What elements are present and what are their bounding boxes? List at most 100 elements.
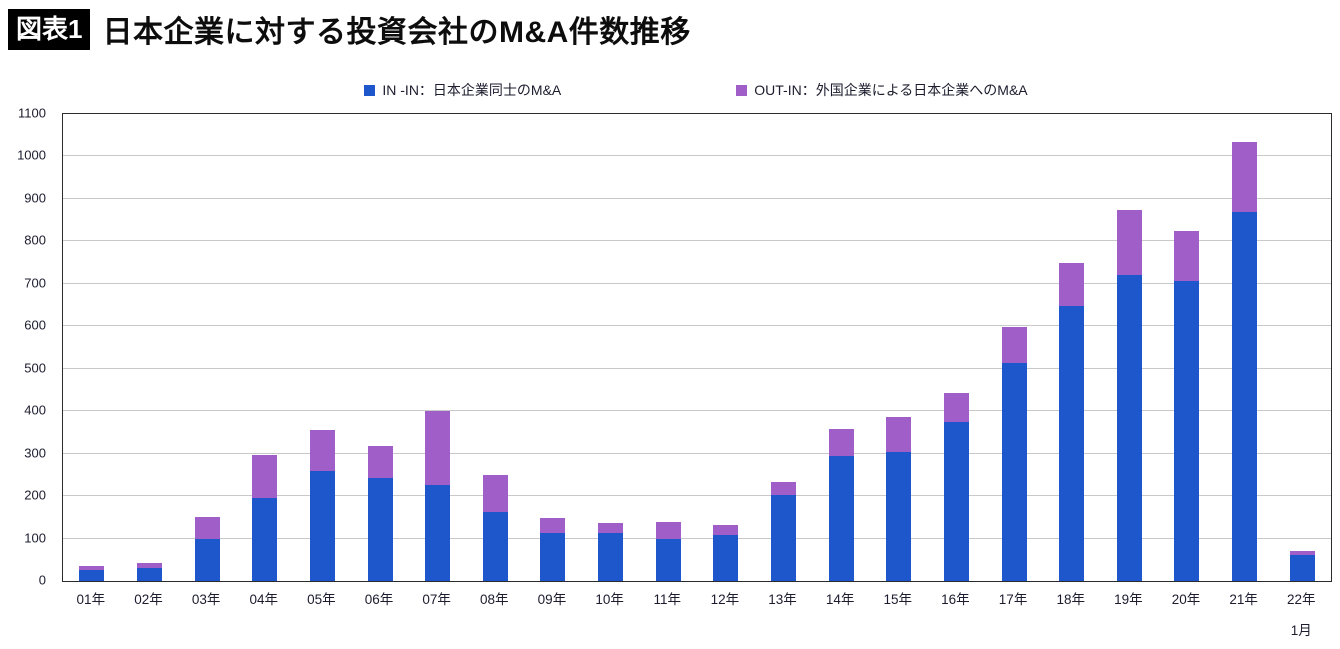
x-tick-cell: 09年 xyxy=(523,588,581,639)
stacked-bar xyxy=(1289,114,1315,581)
bar-column xyxy=(1158,114,1216,581)
stacked-bar xyxy=(943,114,969,581)
bar-segment-out-in xyxy=(482,474,508,512)
bar-column xyxy=(294,114,352,581)
bar-segment-in-in xyxy=(1174,280,1200,581)
bar-segment-in-in xyxy=(713,535,739,581)
bar-segment-in-in xyxy=(194,538,220,581)
gridline xyxy=(63,325,1331,327)
bar-segment-out-in xyxy=(1232,141,1258,212)
bar-segment-out-in xyxy=(1289,551,1315,555)
bar-segment-in-in xyxy=(828,455,854,581)
bar-column xyxy=(1216,114,1274,581)
y-tick-label: 900 xyxy=(24,190,46,206)
bar-segment-out-in xyxy=(194,517,220,539)
bar-segment-out-in xyxy=(540,518,566,534)
bar-segment-in-in xyxy=(771,494,796,581)
gridline xyxy=(63,282,1331,284)
figure-badge: 図表1 xyxy=(8,8,91,50)
bar-segment-in-in xyxy=(425,484,451,581)
x-tick-label: 14年 xyxy=(825,592,855,607)
bar-segment-out-in xyxy=(713,524,739,536)
bar-column xyxy=(178,114,236,581)
bar-column xyxy=(639,114,697,581)
legend-swatch xyxy=(364,84,376,96)
y-tick-label: 600 xyxy=(24,317,46,333)
x-tick-label: 01年 xyxy=(76,592,106,607)
stacked-bar xyxy=(713,114,739,581)
stacked-bar xyxy=(655,114,681,581)
bar-segment-in-in xyxy=(1289,554,1315,581)
x-tick-label: 10年 xyxy=(595,592,624,607)
bar-segment-out-in xyxy=(828,429,854,456)
x-tick-cell: 11年 xyxy=(638,588,696,639)
legend-item: IN -IN：日本企業同士のM&A xyxy=(364,80,561,100)
x-tick-cell: 22年 1月 xyxy=(1272,588,1330,639)
x-tick-cell: 01年 xyxy=(62,588,120,639)
stacked-bar xyxy=(309,114,335,581)
gridline xyxy=(63,537,1331,539)
bar-segment-out-in xyxy=(655,521,681,539)
y-tick-label: 400 xyxy=(24,402,46,418)
x-tick-cell: 06年 xyxy=(350,588,408,639)
gridline xyxy=(63,155,1331,157)
gridline xyxy=(63,410,1331,412)
y-tick-label: 0 xyxy=(38,572,46,588)
bar-column xyxy=(409,114,467,581)
bar-segment-in-in xyxy=(1116,275,1142,581)
bar-segment-in-in xyxy=(1232,211,1258,581)
x-tick-label: 15年 xyxy=(883,592,913,607)
legend-label: IN -IN：日本企業同士のM&A xyxy=(382,82,562,98)
bar-segment-out-in xyxy=(771,482,796,495)
bar-segment-out-in xyxy=(1001,327,1027,364)
x-tick-cell: 10年 xyxy=(581,588,639,639)
x-tick-cell: 14年 xyxy=(811,588,869,639)
stacked-bar xyxy=(425,114,451,581)
x-tick-label: 05年 xyxy=(307,592,336,607)
bar-segment-in-in xyxy=(1001,363,1027,581)
bar-segment-in-in xyxy=(598,533,624,581)
x-tick-cell: 02年 xyxy=(120,588,178,639)
bar-segment-in-in xyxy=(540,533,566,581)
bar-segment-out-in xyxy=(136,563,162,569)
bar-segment-out-in xyxy=(252,454,278,499)
x-tick-cell: 21年 xyxy=(1215,588,1273,639)
stacked-bar xyxy=(1116,114,1142,581)
stacked-bar xyxy=(367,114,393,581)
stacked-bar xyxy=(1059,114,1085,581)
x-tick-label: 20年 xyxy=(1171,592,1201,607)
bar-segment-out-in xyxy=(79,566,105,571)
gridline xyxy=(63,240,1331,242)
x-tick-label: 11年 xyxy=(653,592,681,607)
x-tick-cell: 19年 xyxy=(1100,588,1158,639)
stacked-bar xyxy=(771,114,796,581)
legend-swatch xyxy=(736,84,748,96)
x-tick-cell: 16年 xyxy=(927,588,985,639)
x-tick-label: 17年 xyxy=(998,592,1028,607)
bar-column xyxy=(63,114,121,581)
bar-segment-out-in xyxy=(425,411,451,485)
x-tick-label: 12年 xyxy=(710,592,740,607)
bar-segment-in-in xyxy=(309,471,335,581)
x-axis: 01年 02年 03年 04年 05年 06年 07年 08年 09年 10年 11年 12年 13年 1… xyxy=(62,588,1330,639)
bar-segment-in-in xyxy=(252,498,278,581)
bar-segment-in-in xyxy=(886,452,912,581)
stacked-bar xyxy=(540,114,566,581)
x-tick-cell: 05年 xyxy=(293,588,351,639)
x-tick-label: 13年 xyxy=(768,592,797,607)
x-tick-label: 04年 xyxy=(249,592,278,607)
bar-column xyxy=(985,114,1043,581)
x-tick-cell: 13年 xyxy=(754,588,812,639)
x-tick-label: 21年 xyxy=(1229,592,1258,607)
bar-segment-out-in xyxy=(943,392,969,422)
x-tick-label: 07年 xyxy=(422,592,451,607)
bars-container xyxy=(63,114,1331,581)
y-tick-label: 200 xyxy=(24,487,46,503)
x-tick-cell: 07年 xyxy=(408,588,466,639)
bar-segment-in-in xyxy=(655,538,681,581)
x-tick-cell: 04年 xyxy=(235,588,293,639)
x-tick-label: 03年 xyxy=(191,592,221,607)
x-tick-cell: 15年 xyxy=(869,588,927,639)
bar-segment-in-in xyxy=(482,511,508,581)
bar-column xyxy=(1043,114,1101,581)
